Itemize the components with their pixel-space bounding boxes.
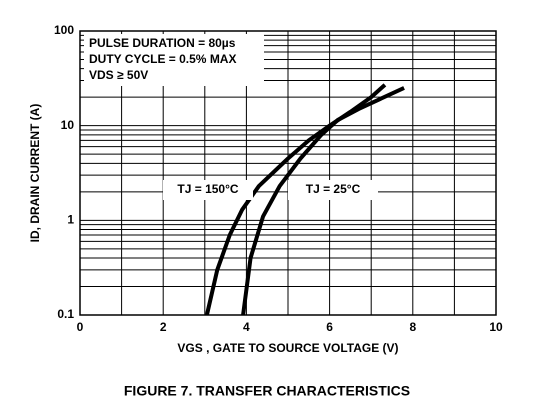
annotation: DUTY CYCLE = 0.5% MAX (89, 52, 236, 66)
x-tick-label: 0 (77, 320, 84, 334)
y-axis-label: ID, DRAIN CURRENT (A) (28, 104, 42, 243)
series-line (204, 83, 387, 316)
y-tick-label: 1 (67, 213, 74, 227)
annotation-box (84, 34, 264, 86)
x-tick-label: 4 (243, 320, 250, 334)
series-line (241, 86, 405, 316)
x-tick-label: 8 (409, 320, 416, 334)
annotation: PULSE DURATION = 80µs (89, 36, 236, 50)
series-label-bg (163, 180, 253, 200)
annotation: VDS ≥ 50V (89, 68, 148, 82)
x-axis-label: VGS , GATE TO SOURCE VOLTAGE (V) (177, 341, 398, 355)
series-label: TJ = 25°C (306, 182, 361, 196)
x-tick-label: 10 (489, 320, 503, 334)
chart-title: FIGURE 7. TRANSFER CHARACTERISTICS (124, 383, 410, 399)
series-label: TJ = 150°C (177, 182, 239, 196)
x-tick-label: 6 (326, 320, 333, 334)
y-tick-label: 0.1 (57, 307, 74, 321)
x-tick-label: 2 (160, 320, 167, 334)
y-tick-label: 100 (54, 23, 74, 37)
y-tick-label: 10 (61, 118, 75, 132)
plot-frame (79, 30, 497, 316)
series-label-bg (288, 180, 378, 200)
